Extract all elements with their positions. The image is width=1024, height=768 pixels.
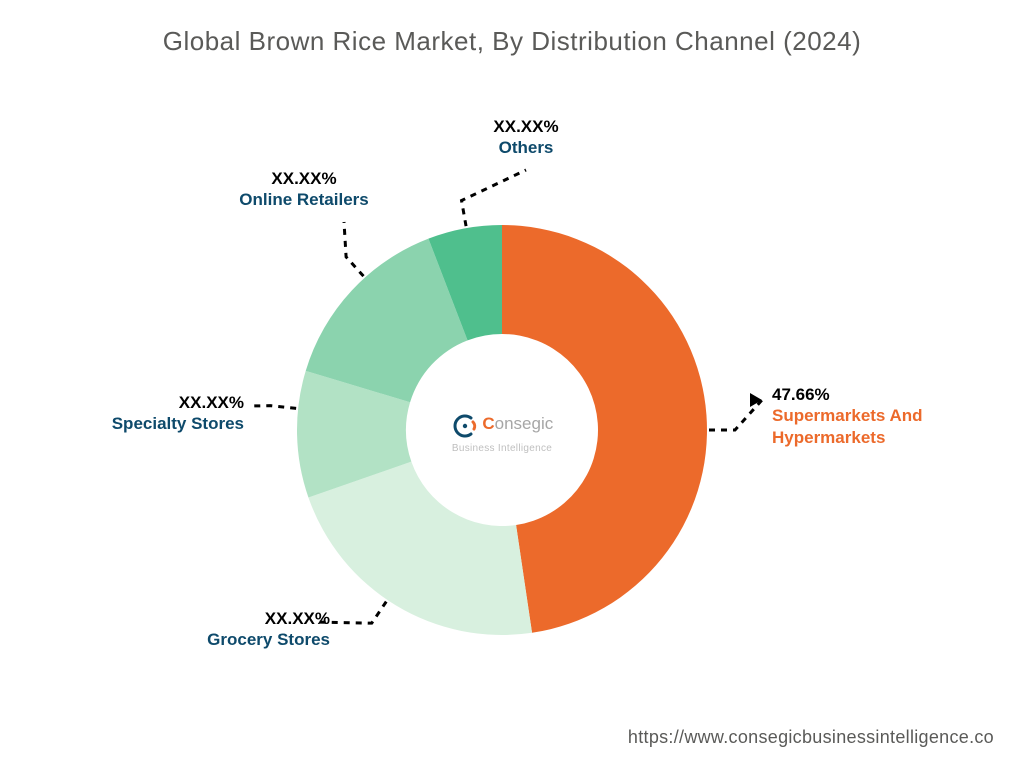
logo-tagline: Business Intelligence [452,443,552,454]
callout-supermarkets: 47.66%Supermarkets And Hypermarkets [772,384,1024,448]
callout-pct-others: XX.XX% [416,116,636,137]
center-logo: Consegic Business Intelligence [427,412,577,455]
callout-label-online: Online Retailers [194,189,414,210]
logo-brand-initial: C [482,414,494,433]
logo-brand-rest: onsegic [495,414,554,433]
leader-online [344,222,363,276]
callout-label-grocery: Grocery Stores [110,629,330,650]
leader-specialty [250,406,296,409]
callout-specialty: XX.XX%Specialty Stores [24,392,244,435]
callout-label-supermarkets: Supermarkets And Hypermarkets [772,405,1024,448]
leader-arrow-supermarkets [750,393,762,407]
callout-pct-supermarkets: 47.66% [772,384,1024,405]
callout-online: XX.XX%Online Retailers [194,168,414,211]
callout-label-specialty: Specialty Stores [24,413,244,434]
leader-others [462,170,526,226]
callout-label-others: Others [416,137,636,158]
callout-others: XX.XX%Others [416,116,636,159]
footer-url: https://www.consegicbusinessintelligence… [628,727,994,748]
callout-grocery: XX.XX%Grocery Stores [110,608,330,651]
callout-pct-grocery: XX.XX% [110,608,330,629]
callout-pct-online: XX.XX% [194,168,414,189]
slice-grocery [308,462,532,635]
callout-pct-specialty: XX.XX% [24,392,244,413]
